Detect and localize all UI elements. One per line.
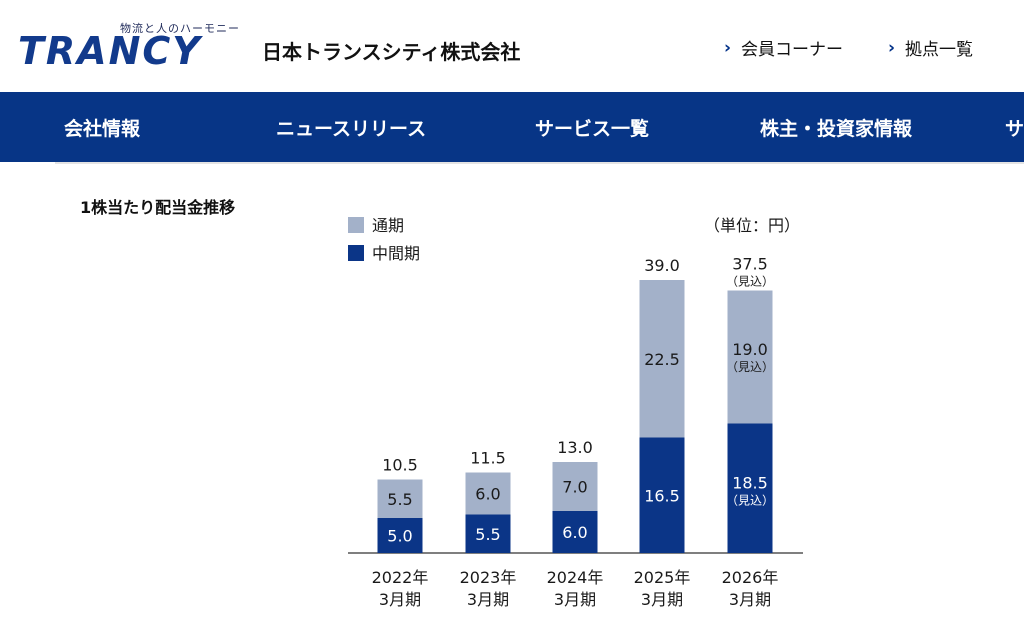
legend-label-annual: 通期 bbox=[372, 216, 404, 235]
data-label-annual: 22.5 bbox=[644, 350, 680, 369]
nav-news-release[interactable]: ニュースリリース bbox=[276, 118, 427, 140]
bar-interim bbox=[465, 514, 511, 553]
data-label-interim: 5.0 bbox=[387, 527, 412, 546]
bar-annual bbox=[377, 479, 423, 518]
x-tick-label: 3月期 bbox=[379, 590, 421, 609]
nav-company-info[interactable]: 会社情報 bbox=[64, 118, 141, 140]
x-tick-label: 2026年 bbox=[722, 568, 779, 587]
data-label-annual: 6.0 bbox=[475, 485, 500, 504]
data-label-total: 10.5 bbox=[382, 456, 418, 475]
company-name[interactable]: 日本トランスシティ株式会社 bbox=[262, 40, 521, 64]
data-label-annual: 19.0 bbox=[732, 340, 768, 359]
chevron-right-icon: › bbox=[724, 37, 732, 58]
data-label-interim: 5.5 bbox=[475, 525, 500, 544]
bar-interim bbox=[639, 437, 685, 553]
data-label-total: 37.5 bbox=[732, 255, 768, 274]
nav-investor-info[interactable]: 株主・投資家情報 bbox=[760, 118, 913, 140]
svg-text:TRANCY: TRANCY bbox=[18, 29, 203, 73]
legend-label-interim: 中間期 bbox=[372, 244, 420, 263]
x-tick-label: 2025年 bbox=[634, 568, 691, 587]
data-label-annual: 7.0 bbox=[562, 478, 587, 497]
bar-annual bbox=[727, 290, 773, 424]
data-label-total: 13.0 bbox=[557, 438, 593, 457]
bar-interim bbox=[727, 423, 773, 553]
legend-swatch-annual bbox=[348, 217, 364, 233]
bar-annual bbox=[465, 472, 511, 515]
legend-swatch-interim bbox=[348, 245, 364, 261]
forecast-note: （見込） bbox=[726, 493, 774, 507]
site-header: TRANCY 物流と人のハーモニー 日本トランスシティ株式会社 › 会員コーナー… bbox=[0, 0, 1024, 92]
x-tick-label: 3月期 bbox=[467, 590, 509, 609]
x-tick-label: 2024年 bbox=[547, 568, 604, 587]
nav-more[interactable]: サ bbox=[1005, 118, 1024, 140]
member-corner-link[interactable]: › 会員コーナー bbox=[724, 37, 844, 61]
chevron-right-icon: › bbox=[888, 37, 896, 58]
bar-annual bbox=[639, 280, 685, 438]
data-label-interim: 18.5 bbox=[732, 473, 768, 492]
nav-services[interactable]: サービス一覧 bbox=[535, 118, 650, 140]
forecast-note: （見込） bbox=[726, 275, 774, 289]
unit-label: （単位：円） bbox=[704, 216, 800, 235]
x-tick-label: 2022年 bbox=[372, 568, 429, 587]
data-label-interim: 16.5 bbox=[644, 486, 680, 505]
forecast-note: （見込） bbox=[726, 360, 774, 374]
bar-annual bbox=[552, 462, 598, 511]
locations-link[interactable]: › 拠点一覧 bbox=[888, 37, 974, 61]
x-tick-label: 3月期 bbox=[729, 590, 771, 609]
trancy-logo[interactable]: TRANCY bbox=[18, 18, 258, 78]
x-tick-label: 3月期 bbox=[641, 590, 683, 609]
section-divider bbox=[55, 162, 1024, 164]
tagline: 物流と人のハーモニー bbox=[120, 22, 240, 35]
bar-interim bbox=[552, 511, 598, 553]
chart-title: 1株当たり配当金推移 bbox=[80, 198, 236, 217]
x-tick-label: 2023年 bbox=[460, 568, 517, 587]
data-label-total: 11.5 bbox=[470, 449, 506, 468]
data-label-interim: 6.0 bbox=[562, 523, 587, 542]
global-nav: 会社情報 ニュースリリース サービス一覧 株主・投資家情報 サ bbox=[0, 92, 1024, 162]
data-label-annual: 5.5 bbox=[387, 490, 412, 509]
bar-interim bbox=[377, 518, 423, 553]
x-tick-label: 3月期 bbox=[554, 590, 596, 609]
data-label-total: 39.0 bbox=[644, 256, 680, 275]
